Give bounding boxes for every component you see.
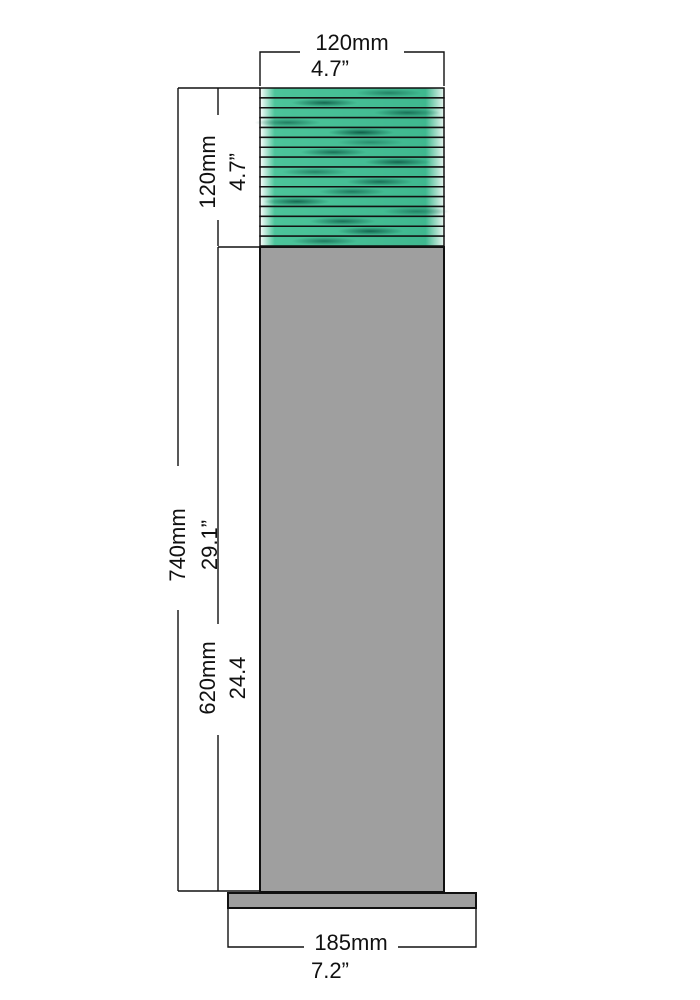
body-height-dimension: 620mm 24.4 [195,247,250,891]
lamp-head-shade [300,148,367,157]
base-width-in: 7.2” [311,958,349,983]
lamp-head-shade [318,187,386,196]
lamp-head-shade [374,108,441,117]
lamp-head-shade [282,167,349,177]
lamp-head-shade [383,207,450,216]
head-width-in: 4.7” [311,56,349,81]
lamp-head-shade [291,236,358,246]
base-width-dimension: 185mm 7.2” [227,908,477,983]
bollard-base [227,892,477,909]
lamp-head-shade [309,217,376,226]
lamp-head-shade [364,157,432,167]
lamp-head-shade [254,118,321,127]
head-width-dimension: 120mm 4.7” [259,30,445,86]
lamp-head-shade [337,227,404,236]
lamp-head-shade [337,138,404,147]
head-height-mm: 120mm [195,135,220,208]
bollard-body [259,246,445,893]
head-height-in: 4.7” [225,153,250,191]
base-width-mm: 185mm [314,930,387,955]
body-height-mm: 620mm [195,641,220,714]
total-height-mm: 740mm [165,508,190,581]
lamp-head-shade [355,88,422,98]
lamp-head-shade [291,98,358,107]
lamp-head-shade [346,177,413,186]
head-width-mm: 120mm [315,30,388,55]
lamp-head-shade [328,128,395,137]
lamp-head-shade [263,197,330,206]
body-height-in: 24.4 [225,657,250,700]
head-height-dimension: 120mm 4.7” [178,87,260,248]
lamp-head [254,87,450,247]
